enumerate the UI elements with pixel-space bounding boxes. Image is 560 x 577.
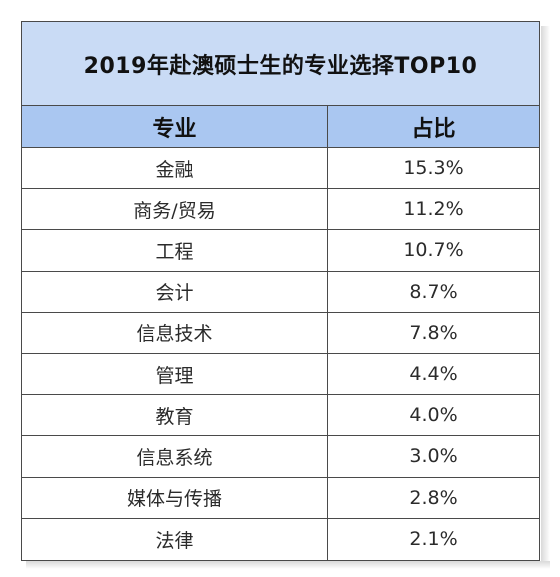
major-cell: 会计 bbox=[22, 271, 328, 312]
column-header-share: 占比 bbox=[411, 116, 456, 142]
table-row: 金融 15.3% bbox=[22, 148, 539, 190]
major-cell: 教育 bbox=[22, 395, 328, 436]
table-row: 媒体与传播 2.8% bbox=[22, 477, 539, 519]
table-title: 2019年赴澳硕士生的专业选择TOP10 bbox=[83, 53, 478, 79]
major-cell: 信息系统 bbox=[22, 436, 328, 477]
table-row: 商务/贸易 11.2% bbox=[22, 189, 539, 231]
share-cell: 7.8% bbox=[409, 321, 458, 344]
major-cell: 法律 bbox=[22, 518, 328, 560]
column-header-major: 专业 bbox=[22, 106, 328, 147]
share-cell: 11.2% bbox=[403, 198, 464, 221]
major-cell: 信息技术 bbox=[22, 312, 328, 353]
table-row: 信息系统 3.0% bbox=[22, 436, 539, 478]
table-title-row: 2019年赴澳硕士生的专业选择TOP10 bbox=[22, 22, 539, 106]
share-cell: 8.7% bbox=[409, 280, 458, 303]
table-row: 教育 4.0% bbox=[22, 395, 539, 437]
share-cell: 3.0% bbox=[409, 445, 458, 468]
share-cell: 4.4% bbox=[409, 363, 458, 386]
table-row: 法律 2.1% bbox=[22, 518, 539, 560]
share-cell: 2.1% bbox=[409, 528, 458, 551]
major-cell: 媒体与传播 bbox=[22, 477, 328, 518]
share-cell: 2.8% bbox=[409, 486, 458, 509]
frame-shadow-bottom bbox=[26, 561, 550, 569]
major-cell: 商务/贸易 bbox=[22, 189, 328, 230]
table-body: 金融 15.3% 商务/贸易 11.2% 工程 10.7% 会计 8.7% 信息… bbox=[22, 148, 539, 560]
share-cell: 4.0% bbox=[409, 404, 458, 427]
table-row: 管理 4.4% bbox=[22, 353, 539, 396]
major-cell: 工程 bbox=[22, 230, 328, 271]
major-cell: 金融 bbox=[22, 148, 328, 189]
share-cell: 15.3% bbox=[403, 157, 464, 180]
table-row: 信息技术 7.8% bbox=[22, 312, 539, 354]
table-row: 会计 8.7% bbox=[22, 271, 539, 313]
frame-shadow-right bbox=[541, 26, 550, 567]
table-row: 工程 10.7% bbox=[22, 230, 539, 272]
major-cell: 管理 bbox=[22, 353, 328, 395]
share-cell: 10.7% bbox=[403, 239, 464, 262]
ranking-table: 2019年赴澳硕士生的专业选择TOP10 专业 占比 金融 15.3% 商务/贸… bbox=[21, 21, 540, 561]
table-header-row: 专业 占比 bbox=[22, 106, 539, 148]
